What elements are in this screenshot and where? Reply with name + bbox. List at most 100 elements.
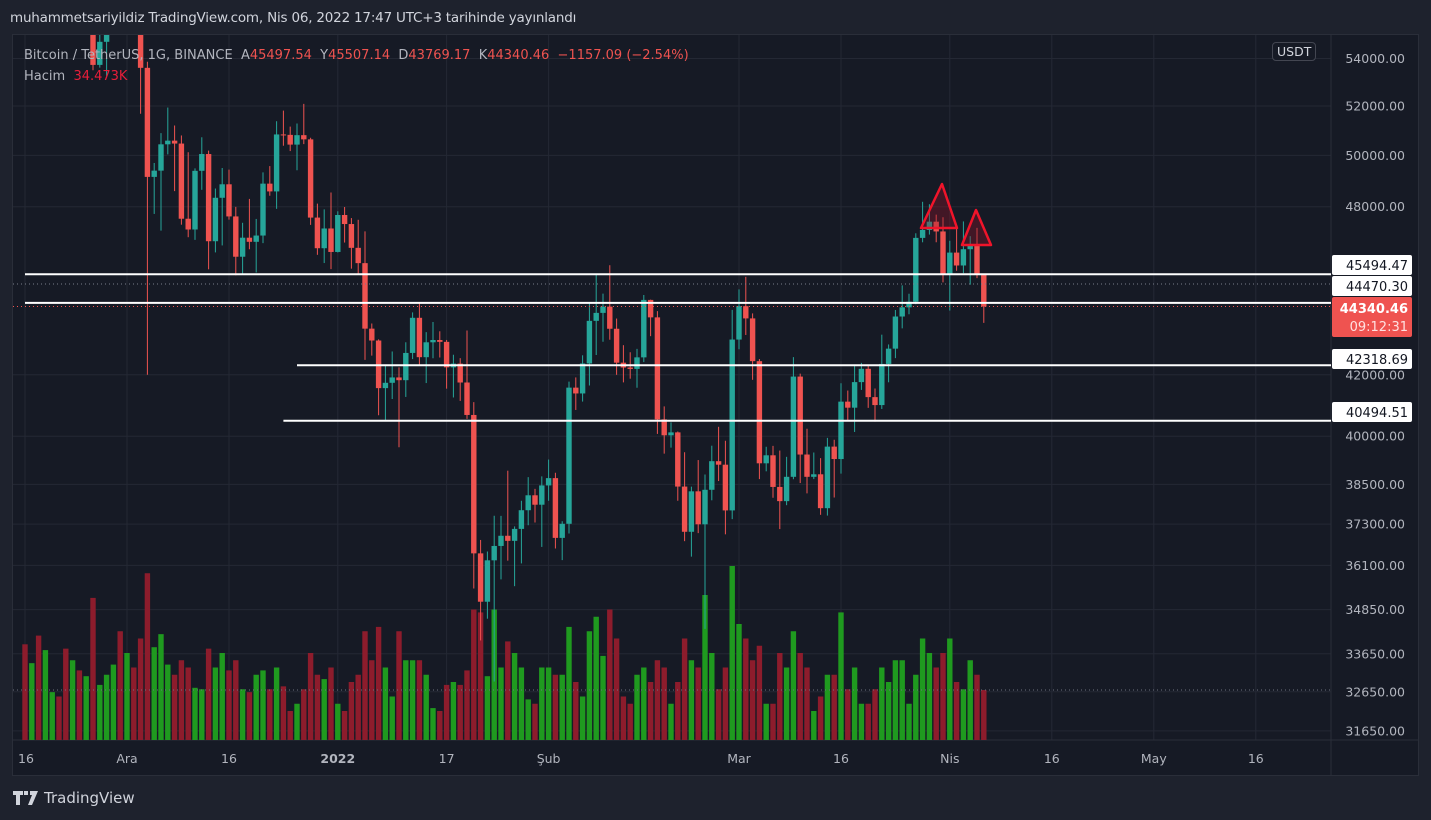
volume-bar — [423, 674, 429, 740]
volume-bar — [654, 660, 661, 740]
candle-body — [430, 340, 436, 343]
volume-bar — [613, 638, 620, 740]
candle — [355, 219, 361, 275]
candle — [790, 357, 797, 480]
high-label: Y — [320, 48, 329, 63]
volume-bar — [29, 663, 35, 740]
volume-bar — [430, 708, 436, 740]
candle-body — [885, 348, 892, 364]
candle-body — [416, 317, 423, 358]
close-label: K — [478, 48, 488, 63]
volume-bar — [539, 667, 545, 740]
price-chart[interactable]: 54000.00 52000.00 50000.00 48000.00 42000.00… — [12, 34, 1419, 776]
candle — [817, 458, 824, 515]
volume-bar — [355, 674, 361, 740]
candle-body — [396, 377, 402, 381]
volume-bar — [831, 674, 837, 740]
volume-bar — [933, 667, 939, 740]
time-tick-label: Mar — [727, 751, 751, 766]
candle — [151, 162, 157, 214]
volume-bar — [926, 653, 933, 740]
candle — [287, 126, 293, 152]
candle-body — [471, 414, 477, 554]
candle-body — [178, 143, 185, 219]
candle-body — [913, 237, 919, 302]
volume-bar — [484, 676, 491, 740]
candle — [382, 365, 389, 421]
triangle-annotation[interactable] — [960, 208, 993, 247]
candle — [899, 285, 905, 329]
candle — [953, 227, 960, 271]
candle-body — [144, 67, 151, 177]
volume-bar — [151, 647, 157, 740]
volume-bar — [967, 660, 973, 740]
candle-body — [314, 217, 321, 249]
volume-bar — [743, 638, 749, 740]
time-tick-label: 16 — [1044, 751, 1060, 766]
candle — [185, 152, 191, 238]
volume-bar — [56, 696, 62, 740]
candle — [341, 207, 348, 243]
candle — [328, 192, 334, 270]
volume-bar — [627, 703, 633, 740]
symbol-name[interactable]: Bitcoin / TetherUS, 1G, BINANCE — [24, 48, 233, 63]
candle — [960, 221, 967, 274]
volume-bar — [49, 692, 55, 740]
candle-body — [607, 306, 613, 329]
price-tick-label: 50000.00 — [1345, 148, 1405, 163]
volume-bar — [641, 667, 647, 740]
volume-bar — [63, 648, 69, 740]
volume-bar — [335, 703, 341, 740]
volume-bar — [280, 686, 287, 740]
candle-body — [817, 474, 824, 509]
candle-body — [661, 419, 667, 436]
candle — [824, 437, 831, 516]
candle — [90, 35, 96, 71]
candle — [260, 172, 266, 244]
open-value: 45497.54 — [249, 48, 312, 63]
level-price-label-bg — [1332, 349, 1412, 369]
candle — [913, 233, 919, 305]
volume-bar — [668, 703, 674, 740]
ohlc-row: Bitcoin / TetherUS, 1G, BINANCE A45497.5… — [24, 45, 689, 66]
candle-body — [518, 510, 525, 529]
candle — [239, 222, 246, 275]
candle-body — [348, 224, 355, 248]
candle-body — [151, 170, 157, 177]
candle-body — [464, 382, 470, 415]
candle — [165, 107, 171, 155]
candle — [199, 137, 205, 190]
volume-bar — [851, 667, 858, 740]
currency-button[interactable]: USDT — [1272, 42, 1317, 61]
volume-bar — [76, 670, 83, 740]
volume-label[interactable]: Hacim — [24, 69, 66, 84]
candle-body — [267, 183, 273, 192]
price-tick-label: 37300.00 — [1345, 517, 1405, 532]
footer-brand: TradingView — [13, 789, 135, 807]
candle — [613, 318, 620, 375]
candle-body — [715, 461, 722, 465]
candle — [811, 452, 817, 480]
candle-body — [97, 41, 103, 65]
candle — [845, 390, 851, 421]
candle — [450, 354, 457, 398]
volume-bar — [253, 674, 259, 740]
level-price-label-text: 42318.69 — [1346, 353, 1408, 368]
candle-body — [539, 485, 545, 505]
volume-bar — [620, 696, 627, 740]
candle — [348, 218, 355, 269]
time-tick-label: 17 — [439, 751, 455, 766]
level-price-label-bg — [1332, 276, 1412, 296]
candle-body — [280, 134, 287, 136]
volume-bar — [974, 674, 980, 740]
volume-bar — [314, 674, 321, 740]
volume-bar — [817, 696, 824, 740]
candle-body — [811, 474, 817, 477]
candle-body — [763, 455, 769, 464]
triangle-annotation[interactable] — [919, 182, 959, 230]
candle-body — [627, 367, 633, 369]
candle-body — [246, 237, 253, 242]
volume-bar — [457, 684, 463, 740]
candle — [770, 445, 776, 498]
candle-body — [158, 144, 164, 171]
